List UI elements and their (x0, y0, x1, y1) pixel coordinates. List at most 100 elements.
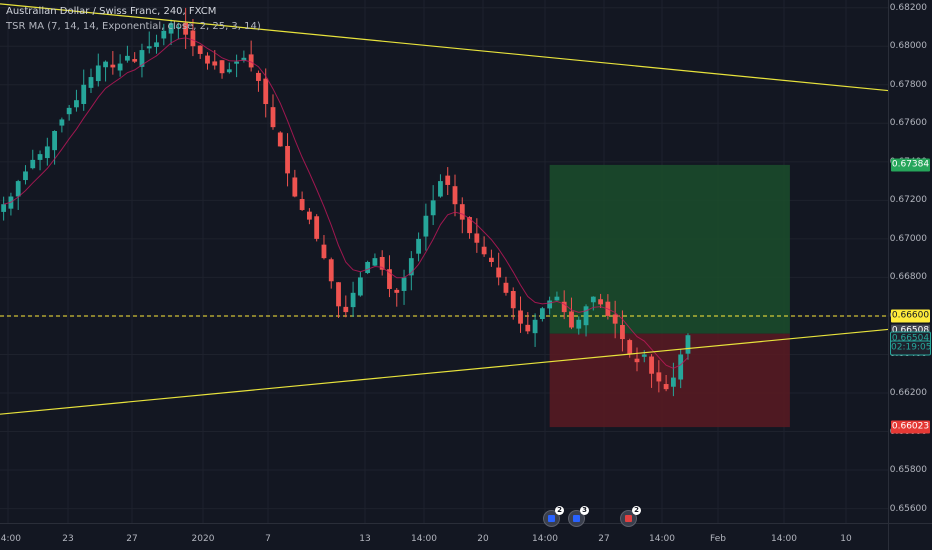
price-tag-stop: 0.66023 (891, 420, 930, 434)
price-tick-label: 0.68200 (889, 2, 927, 13)
candle-body (161, 30, 167, 39)
candle-body (168, 23, 174, 34)
candle-body (146, 46, 152, 49)
time-tick-label: 27 (126, 534, 138, 544)
candle-body (241, 57, 247, 61)
candle-body (212, 61, 218, 66)
candle-body (365, 262, 371, 274)
candle-body (314, 216, 320, 239)
event-badge[interactable]: 3 (568, 506, 589, 527)
candle-body (576, 319, 582, 329)
candle-body (438, 181, 443, 197)
candle-body (1, 204, 7, 212)
time-axis[interactable]: 14:00 23 27 2020 7 13 14:00 20 14:00 27 14:00 Feb 14… (0, 523, 888, 550)
moving-average-line (3, 37, 689, 369)
candle-body (307, 211, 312, 220)
candle-body (518, 310, 523, 324)
candle-body (489, 257, 494, 262)
time-tick-label: 14:00 (771, 534, 797, 544)
time-tick-label: 10 (840, 534, 852, 544)
candle-body (685, 335, 691, 354)
trendline-upper (0, 3, 888, 92)
candle-body (154, 42, 159, 47)
event-badge[interactable]: 2 (620, 506, 641, 527)
candle-body (452, 186, 458, 205)
price-tick-label: 0.67800 (889, 79, 927, 90)
candle-body (561, 301, 567, 313)
price-tag-target: 0.67384 (891, 158, 930, 172)
candle-body (74, 100, 79, 108)
profit-target-zone (549, 164, 790, 334)
candle-body (66, 107, 72, 115)
candle-body (197, 45, 203, 54)
candle-body (481, 246, 487, 255)
time-tick-label: 23 (62, 534, 74, 544)
price-tick-label: 0.67600 (889, 118, 927, 129)
candle-body (292, 177, 298, 197)
candle-body (379, 256, 385, 270)
time-tick-label: 27 (598, 534, 610, 544)
candle-body (656, 372, 662, 382)
candle-body (110, 64, 116, 68)
candle-body (183, 22, 189, 35)
candle-body (190, 30, 196, 47)
price-tick-label: 0.67200 (889, 195, 927, 206)
candle-body (219, 60, 225, 74)
candle-body (95, 65, 101, 82)
price-chart[interactable] (0, 0, 888, 524)
event-count: 3 (580, 506, 589, 515)
candle-body (350, 292, 356, 308)
candle-body (59, 119, 65, 126)
candle-body (321, 244, 327, 259)
candle-body (52, 131, 57, 151)
candle-body (474, 233, 480, 243)
candle-body (23, 171, 28, 181)
price-axis[interactable]: 0.682000.680000.678000.676000.674000.672… (888, 0, 932, 524)
candle-body (554, 296, 560, 301)
candle-body (387, 269, 392, 289)
calendar-flag-icon (625, 515, 632, 522)
candle-body (343, 306, 349, 313)
candle-body (430, 200, 436, 216)
candle-body (598, 299, 603, 305)
candle-body (503, 282, 509, 293)
candle-body (496, 267, 502, 278)
symbol-title[interactable]: Australian Dollar / Swiss Franc, 240, FX… (6, 6, 217, 17)
indicator-legend[interactable]: TSR MA (7, 14, 14, Exponential, close, 2… (6, 21, 261, 32)
candle-body (234, 61, 239, 64)
candle-body (408, 258, 414, 276)
candle-body (132, 59, 138, 62)
time-tick-label: 14:00 (0, 534, 21, 544)
candle-body (248, 54, 254, 68)
candle-body (445, 175, 451, 185)
candle-body (612, 314, 618, 324)
time-tick-label: 7 (265, 534, 271, 544)
time-tick-label: 14:00 (649, 534, 675, 544)
price-tag-level: 0.66600 (891, 309, 930, 323)
candle-body (532, 319, 538, 334)
time-tick-label: 2020 (191, 534, 215, 544)
time-tick-label: 13 (359, 534, 371, 544)
price-tick-label: 0.65800 (889, 465, 927, 476)
candle-body (125, 55, 130, 61)
time-tick-label: 14:00 (411, 534, 437, 544)
candle-body (590, 296, 596, 303)
candle-body (663, 384, 669, 390)
candle-body (459, 204, 465, 220)
candle-body (15, 181, 21, 197)
candle-body (649, 356, 654, 374)
candle-body (328, 259, 334, 282)
price-tick-label: 0.67000 (889, 233, 927, 244)
candle-body (583, 306, 589, 326)
time-tick-label: 20 (477, 534, 489, 544)
candle-body (525, 324, 531, 332)
event-badge[interactable]: 2 (543, 506, 564, 527)
price-tick-label: 0.66800 (889, 272, 927, 283)
candle-body (539, 308, 545, 320)
time-tick-label: Feb (710, 534, 726, 544)
price-tag-countdown: 02:19:05 (890, 340, 932, 356)
candle-body (394, 289, 400, 293)
candle-body (357, 277, 363, 296)
price-tick-label: 0.65600 (889, 503, 927, 514)
